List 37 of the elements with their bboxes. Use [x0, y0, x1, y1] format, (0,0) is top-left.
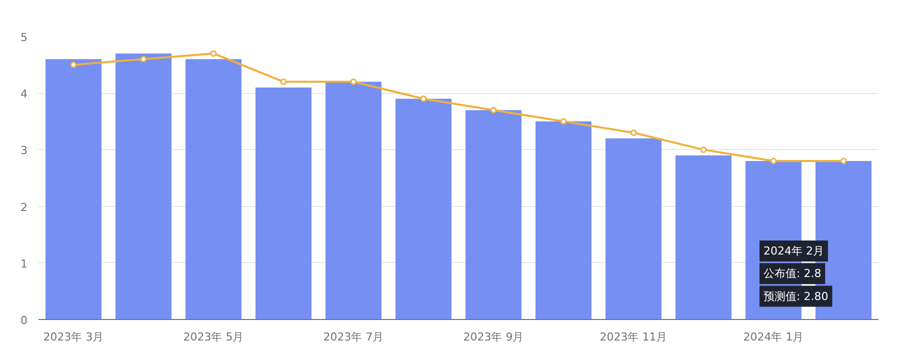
point [490, 106, 497, 114]
point [70, 62, 77, 68]
bar [46, 59, 102, 320]
x-tick-label: 2023年 9月 [463, 330, 524, 344]
point [560, 118, 567, 125]
y-tick-label: 4 [20, 88, 28, 101]
point [700, 146, 707, 153]
annotation: 公布值: 2.8 [764, 267, 822, 280]
point [280, 78, 287, 86]
x-tick-label: 2023年 11月 [600, 330, 668, 344]
bar [536, 121, 592, 320]
x-tick-label: 2023年 5月 [183, 330, 244, 344]
bar [326, 82, 382, 320]
bar [606, 138, 662, 320]
point [630, 129, 637, 136]
point [770, 158, 777, 164]
x-tick-label: 2023年 7月 [323, 330, 384, 344]
bar [676, 155, 732, 320]
bar [116, 53, 172, 320]
bar [466, 110, 522, 320]
annotation: 2024年 2月 [764, 244, 824, 258]
x-tick-label: 2023年 3月 [43, 330, 104, 344]
point [840, 158, 847, 164]
point [420, 96, 427, 102]
y-tick-label: 5 [20, 31, 28, 44]
bar [256, 87, 312, 320]
y-tick-label: 3 [20, 144, 28, 158]
point [140, 56, 147, 62]
point [350, 78, 357, 86]
annotation: 预测值: 2.80 [764, 290, 828, 303]
y-tick-label: 2 [20, 200, 28, 214]
x-tick-label: 2024年 1月 [743, 330, 804, 344]
bar [186, 59, 242, 320]
point [210, 50, 217, 57]
y-tick-label: 0 [20, 314, 28, 327]
bar [396, 98, 452, 320]
y-tick-label: 1 [20, 257, 28, 270]
